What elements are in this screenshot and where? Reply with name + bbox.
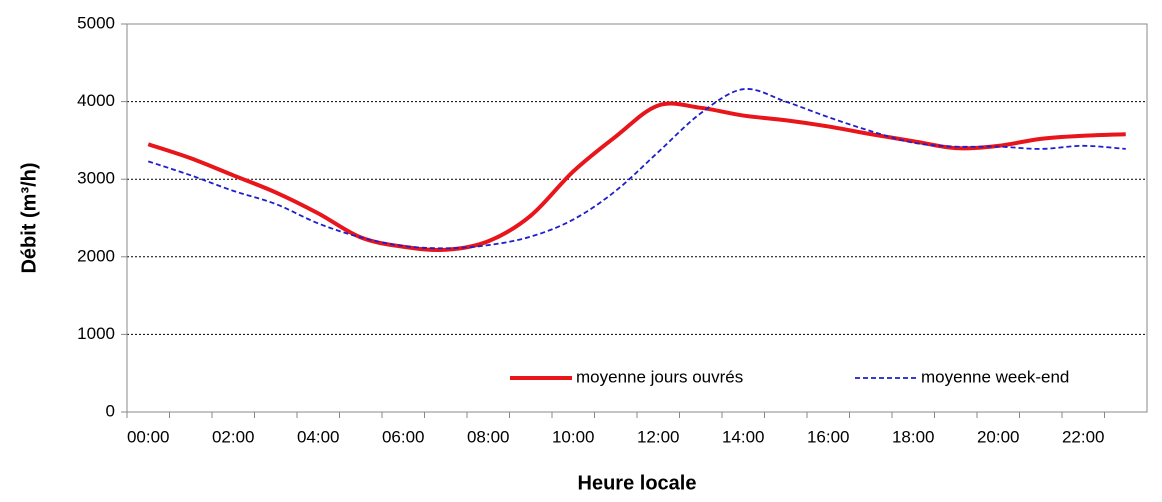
x-tick-label: 02:00 bbox=[212, 427, 255, 446]
x-tick-label: 10:00 bbox=[552, 427, 595, 446]
x-tick-label: 08:00 bbox=[467, 427, 510, 446]
plot-frame bbox=[126, 23, 1148, 413]
x-axis-title: Heure locale bbox=[578, 472, 697, 494]
y-tick-label: 1000 bbox=[77, 324, 115, 343]
x-tick-label: 22:00 bbox=[1062, 427, 1105, 446]
line bbox=[147, 101, 1126, 253]
line bbox=[147, 88, 1126, 250]
x-tick-label: 20:00 bbox=[977, 427, 1020, 446]
x-tick-label: 14:00 bbox=[722, 427, 765, 446]
y-tick-label: 2000 bbox=[77, 246, 115, 265]
y-tick-label: 3000 bbox=[77, 169, 115, 188]
x-tick-label: 18:00 bbox=[892, 427, 935, 446]
legend-label: moyenne jours ouvrés bbox=[576, 367, 743, 386]
y-axis-title: Débit (m³/h) bbox=[18, 162, 40, 273]
legend-label: moyenne week-end bbox=[921, 367, 1069, 386]
x-tick-label: 00:00 bbox=[127, 427, 170, 446]
x-tick-label: 06:00 bbox=[382, 427, 425, 446]
y-tick-label: 5000 bbox=[77, 13, 115, 32]
x-tick-label: 04:00 bbox=[297, 427, 340, 446]
x-tick-label: 12:00 bbox=[637, 427, 680, 446]
x-tick-label: 16:00 bbox=[807, 427, 850, 446]
y-tick-label: 4000 bbox=[77, 91, 115, 110]
y-tick-label: 0 bbox=[106, 401, 115, 420]
